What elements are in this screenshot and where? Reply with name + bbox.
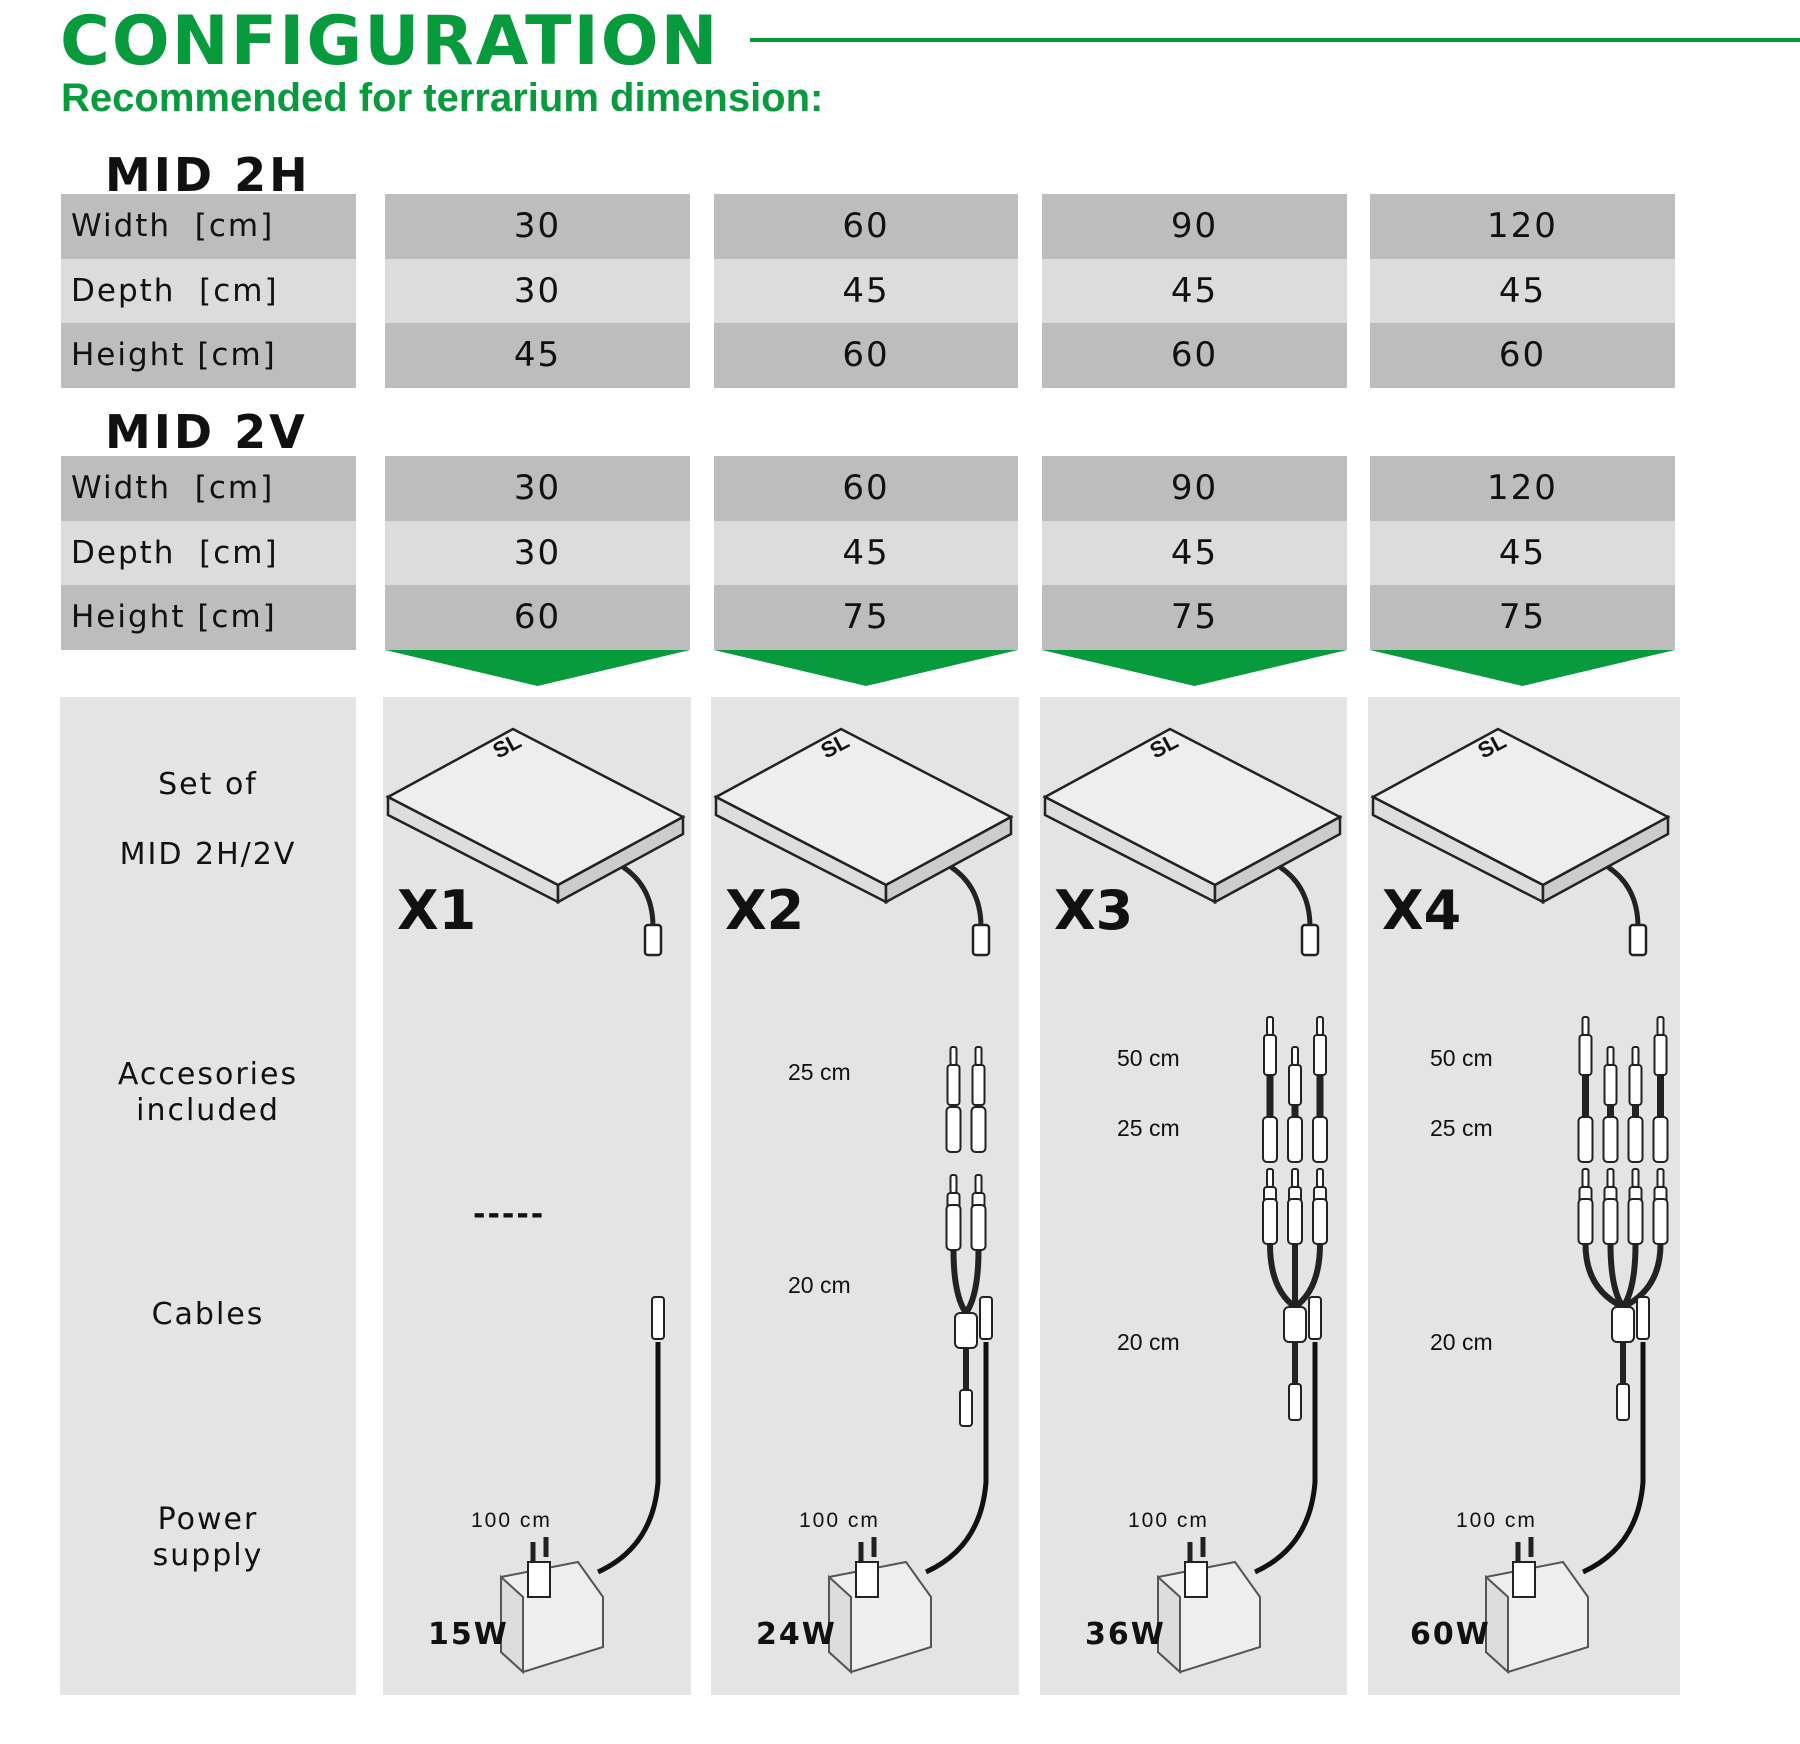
page-subtitle: Recommended for terrarium dimension:	[61, 76, 824, 120]
power-cable-length: 100 cm	[799, 1509, 880, 1532]
set-column: SL X2 25 cm 20 cm 100 cm 24W	[711, 697, 1019, 1695]
no-accessories-text: -----	[473, 1197, 546, 1232]
cable-length-label: 50 cm	[1117, 1045, 1180, 1071]
table-cell: 75	[1370, 585, 1675, 650]
power-cable-length: 100 cm	[1128, 1509, 1209, 1532]
model-title: MID 2V	[105, 405, 308, 459]
device-illustration: SL	[1370, 727, 1671, 957]
model-title: MID 2H	[105, 148, 311, 202]
wattage-label: 24W	[756, 1617, 837, 1652]
table-cell: 30	[385, 456, 690, 521]
cable-length-label: 25 cm	[1430, 1115, 1493, 1141]
table-cell: 75	[714, 585, 1018, 650]
set-illustrations: SL	[1370, 727, 1671, 1675]
row-label: Height [cm]	[61, 585, 356, 650]
set-of-label: Set of	[158, 767, 258, 802]
power-supply-label: Power supply	[152, 1502, 264, 1573]
row-label: Depth [cm]	[61, 520, 356, 585]
set-illustrations: SL	[713, 727, 1014, 1675]
table-cell: 60	[385, 585, 690, 650]
multiplier-label: X3	[1054, 879, 1134, 942]
table-cell: 45	[714, 520, 1018, 585]
device-illustration: SL	[1042, 727, 1343, 957]
table-cell: 120	[1370, 194, 1675, 259]
down-arrow-icon	[1042, 650, 1347, 686]
cables-label: Cables	[151, 1297, 265, 1332]
down-arrow-icon	[385, 650, 690, 686]
table-cell: 60	[714, 456, 1018, 521]
table-cell: 45	[385, 323, 690, 388]
multiplier-label: X1	[397, 879, 477, 942]
set-column: SL X4 50 cm 25 cm 20 cm 100 cm 60W	[1368, 697, 1680, 1695]
set-illustrations: SL	[385, 727, 686, 1675]
label-panel: Set of MID 2H/2V Accesories included Cables…	[60, 697, 356, 1695]
table-cell: 60	[714, 323, 1018, 388]
table-cell: 60	[1042, 323, 1347, 388]
power-adapter-illustration	[1157, 1296, 1322, 1675]
power-cable-length: 100 cm	[471, 1509, 552, 1532]
table-cell: 30	[385, 194, 690, 259]
power-cable-length: 100 cm	[1456, 1509, 1537, 1532]
table-cell: 45	[714, 258, 1018, 323]
power-adapter-illustration	[1485, 1296, 1650, 1675]
down-arrow-icon	[1370, 650, 1675, 686]
cable-length-label: 25 cm	[788, 1059, 851, 1085]
cable-length-label: 20 cm	[1430, 1329, 1493, 1355]
page-title: CONFIGURATION	[60, 2, 720, 81]
table-cell: 45	[1042, 258, 1347, 323]
model-label: MID 2H/2V	[119, 837, 297, 872]
set-column: SL X3 50 cm 25 cm 20 cm 100 cm 36W	[1040, 697, 1347, 1695]
down-arrow-icon	[714, 650, 1018, 686]
row-label: Width [cm]	[61, 194, 356, 259]
table-cell: 60	[1370, 323, 1675, 388]
wattage-label: 15W	[428, 1617, 509, 1652]
cable-length-label: 50 cm	[1430, 1045, 1493, 1071]
row-label: Height [cm]	[61, 323, 356, 388]
row-label: Depth [cm]	[61, 258, 356, 323]
table-cell: 45	[1042, 520, 1347, 585]
table-cell: 90	[1042, 456, 1347, 521]
multiplier-label: X2	[725, 879, 805, 942]
set-illustrations: SL	[1042, 727, 1343, 1675]
multiplier-label: X4	[1382, 879, 1462, 942]
table-cell: 30	[385, 258, 690, 323]
table-cell: 90	[1042, 194, 1347, 259]
table-cell: 60	[714, 194, 1018, 259]
table-cell: 120	[1370, 456, 1675, 521]
cable-length-label: 20 cm	[788, 1272, 851, 1298]
table-cell: 45	[1370, 520, 1675, 585]
device-illustration: SL	[713, 727, 1014, 957]
title-divider	[750, 38, 1800, 42]
row-label: Width [cm]	[61, 456, 356, 521]
table-cell: 75	[1042, 585, 1347, 650]
power-adapter-illustration	[500, 1296, 665, 1675]
set-column: SL X1 ----- 100 cm 15W	[383, 697, 691, 1695]
device-illustration: SL	[385, 727, 686, 957]
cable-length-label: 25 cm	[1117, 1115, 1180, 1141]
table-cell: 30	[385, 520, 690, 585]
power-adapter-illustration	[828, 1296, 993, 1675]
wattage-label: 36W	[1085, 1617, 1166, 1652]
accessories-label: Accesories included	[117, 1057, 299, 1128]
table-cell: 45	[1370, 258, 1675, 323]
cable-length-label: 20 cm	[1117, 1329, 1180, 1355]
wattage-label: 60W	[1410, 1617, 1491, 1652]
